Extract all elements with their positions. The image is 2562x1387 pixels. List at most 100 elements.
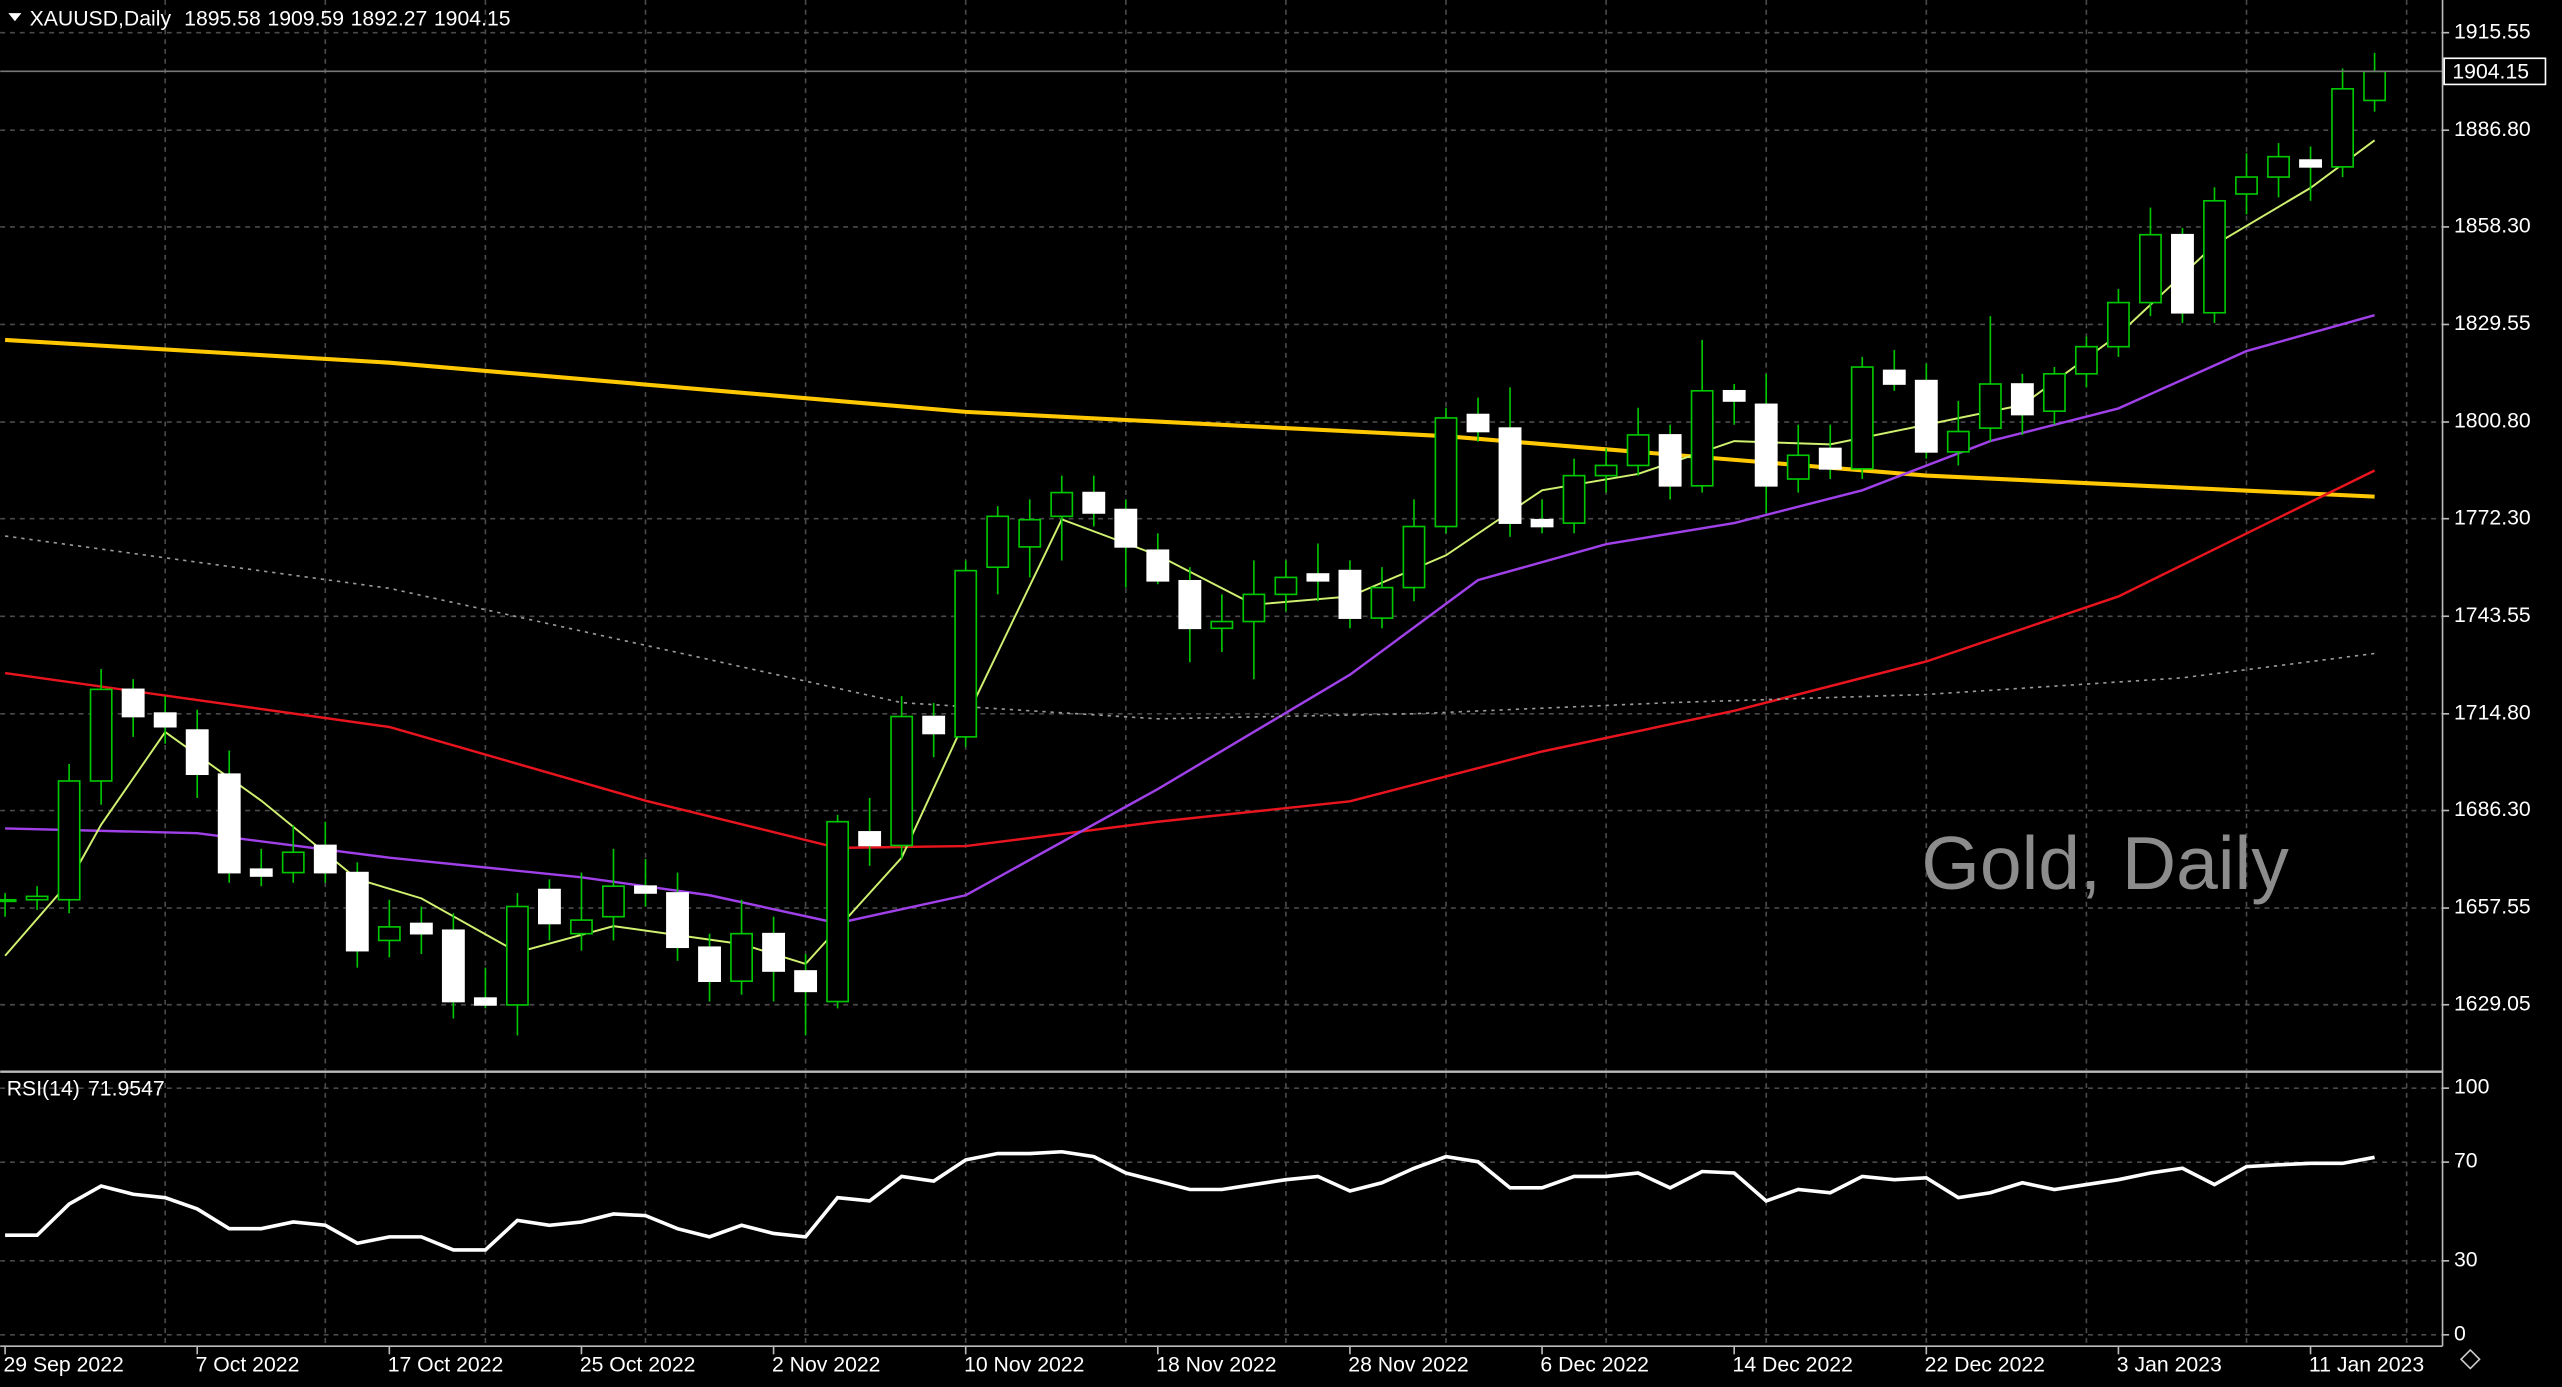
candle-body-up [57, 780, 81, 901]
candle-body-down [249, 868, 273, 877]
x-tick-label: 28 Nov 2022 [1348, 1353, 1468, 1376]
candle-body-down [1722, 389, 1746, 402]
y-tick-label: 1743.55 [2454, 604, 2531, 627]
candle-body-up [826, 820, 850, 1003]
candle-body-down [1082, 491, 1106, 514]
candle-body-down [1306, 573, 1330, 582]
candle-body-down [858, 831, 882, 847]
y-tick-label: 1829.55 [2454, 312, 2531, 335]
candle-body-down [185, 729, 209, 776]
candle-body-up [1242, 593, 1266, 623]
candle-body-up [2042, 373, 2066, 412]
moving-average [5, 313, 2375, 925]
candle-body-down [1754, 403, 1778, 487]
candle-body-down [1914, 379, 1938, 453]
candle-body-up [1562, 474, 1586, 524]
candle-body-down [1530, 518, 1554, 528]
candle-body-up [1690, 389, 1714, 487]
candle-body-up [730, 932, 753, 982]
symbol-menu-icon[interactable] [8, 13, 22, 22]
high-value: 1909.59 [267, 7, 344, 30]
candle-body-up [2235, 176, 2258, 195]
candle-body-up [1786, 454, 1810, 480]
candle-body-down [313, 844, 337, 874]
candle-body-up [1594, 464, 1618, 477]
candle-body-down [1818, 447, 1842, 470]
candle-body-up [1274, 576, 1298, 596]
candle-body-down [537, 888, 561, 925]
candle-body-up [2139, 233, 2162, 304]
candle-body-down [1338, 569, 1362, 619]
low-value: 1892.27 [351, 7, 428, 30]
candle-body-up [890, 715, 914, 847]
rsi-title: RSI(14) [7, 1077, 80, 1100]
y-tick-label: 100 [2454, 1076, 2489, 1099]
y-tick-label: 1858.30 [2454, 215, 2531, 238]
candle-body-down [1146, 549, 1170, 582]
logo [2459, 1348, 2481, 1370]
plot [0, 52, 2443, 1252]
candle-body-up [2331, 88, 2355, 168]
last-price-box [2443, 57, 2547, 86]
y-tick-label: 1800.80 [2454, 410, 2531, 433]
watermark: Gold, Daily [1921, 821, 2289, 905]
y-tick-label: 1714.80 [2454, 701, 2531, 724]
x-tick-label: 10 Nov 2022 [964, 1353, 1084, 1376]
x-tick-label: 22 Dec 2022 [1925, 1353, 2045, 1376]
x-tick-label: 14 Dec 2022 [1733, 1353, 1853, 1376]
candle-body-up [2203, 199, 2226, 314]
logo-icon [2459, 1348, 2481, 1370]
y-tick-label: 1772.30 [2454, 506, 2531, 529]
moving-average [4, 337, 2375, 499]
close-value: 1904.15 [434, 7, 511, 30]
open-value: 1895.58 [184, 7, 261, 30]
candle-body-down [217, 773, 241, 874]
y-tick-label: 0 [2454, 1322, 2466, 1345]
candle-body-up [1402, 525, 1426, 589]
candle-body-up [1978, 383, 2002, 429]
chart-header: XAUUSD,Daily 1895.58 1909.59 1892.27 1904.15 [30, 7, 511, 30]
grid [0, 0, 2443, 1347]
y-tick-label: 70 [2454, 1150, 2478, 1173]
x-tick-label: 29 Sep 2022 [3, 1353, 123, 1376]
candle-body-up [1050, 491, 1074, 518]
rsi-line [5, 1149, 2375, 1252]
candle-body-up [0, 898, 17, 903]
candle-body-down [1466, 413, 1490, 433]
candle-body-down [634, 885, 657, 894]
candle-body-down [473, 997, 497, 1006]
candle-body-down [1178, 579, 1202, 630]
x-tick-label: 25 Oct 2022 [580, 1353, 696, 1376]
x-tick-label: 18 Nov 2022 [1156, 1353, 1276, 1376]
candle-body-up [1850, 366, 1874, 470]
candle-body-down [1114, 508, 1138, 548]
rsi-value: 71.9547 [88, 1077, 165, 1100]
candle-body-down [345, 871, 369, 952]
candle-body-up [1626, 434, 1650, 467]
candle-body-down [1882, 369, 1906, 385]
x-tick-label: 11 Jan 2023 [2309, 1353, 2424, 1376]
candle-body-down [698, 946, 721, 982]
x-tick-label: 2 Nov 2022 [772, 1353, 881, 1376]
candle-body-down [409, 922, 433, 935]
x-tick-label: 6 Dec 2022 [1540, 1353, 1649, 1376]
moving-average [4, 535, 2375, 720]
candle-body-down [794, 970, 818, 993]
candle-body-up [602, 885, 625, 918]
candle-body-up [377, 926, 401, 942]
candle-body-up [89, 688, 113, 782]
x-tick-label: 7 Oct 2022 [196, 1353, 300, 1376]
last-price-label: 1904.15 [2452, 61, 2529, 84]
candle-body-up [281, 851, 305, 874]
candle-body-down [441, 929, 465, 1003]
candle-body-up [1370, 586, 1394, 619]
candle-body-up [1946, 430, 1970, 453]
candle-body-down [922, 715, 946, 735]
candle-body-down [1658, 434, 1682, 487]
x-tick-label: 3 Jan 2023 [2117, 1353, 2222, 1376]
candle-body-down [666, 892, 689, 949]
candle-body-up [2363, 70, 2387, 102]
y-tick-label: 1886.80 [2454, 118, 2531, 141]
